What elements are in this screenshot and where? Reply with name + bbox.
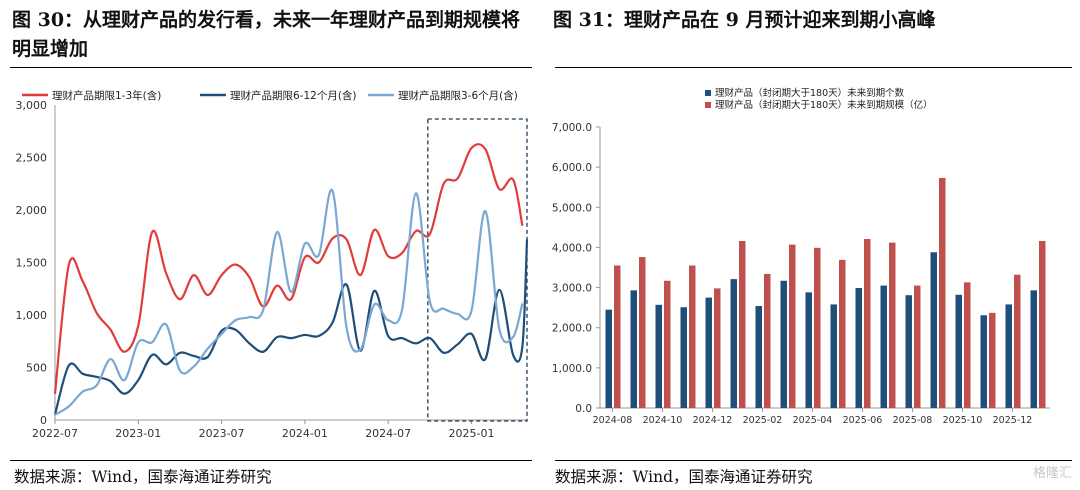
legend-label-3: 理财产品期限3-6个月(含) bbox=[398, 89, 518, 102]
bar-count bbox=[680, 307, 687, 408]
bar-scale bbox=[939, 177, 946, 408]
bar-scale bbox=[689, 265, 696, 408]
bar-scale bbox=[714, 288, 721, 408]
x-tick-label: 2024-01 bbox=[282, 427, 328, 440]
y-tick-label: 2,000 bbox=[16, 204, 48, 217]
y-tick-label: 5,000.0 bbox=[552, 202, 592, 214]
bar-count bbox=[780, 280, 787, 408]
bar-count bbox=[1005, 304, 1012, 408]
x-tick-label: 2025-12 bbox=[993, 415, 1033, 426]
left-figure: 图 30：从理财产品的发行看，未来一年理财产品到期规模将明显增加 0 500 1,0… bbox=[10, 9, 532, 486]
y-tick-label: 3,000.0 bbox=[552, 283, 592, 295]
bar-scale bbox=[614, 265, 621, 408]
y-tick-label: 1,000.0 bbox=[552, 363, 592, 375]
bar-chart: 0.0 1,000.0 2,000.0 3,000.0 4,000.0 5,000.0 6,… bbox=[552, 87, 1050, 426]
bar-count bbox=[730, 279, 737, 408]
x-tick-label: 2024-12 bbox=[693, 415, 733, 426]
bar-count bbox=[605, 309, 612, 408]
bar-scale bbox=[864, 238, 871, 408]
x-tick-label: 2023-01 bbox=[115, 427, 161, 440]
bar-scale bbox=[739, 241, 746, 408]
legend-label-1: 理财产品期限1-3年(含) bbox=[52, 89, 161, 102]
y-tick-label: 4,000.0 bbox=[552, 242, 592, 254]
legend-swatch-1 bbox=[705, 90, 711, 96]
bar-scale bbox=[639, 257, 646, 408]
bar-count bbox=[905, 295, 912, 408]
right-figure-title: 图 31：理财产品在 9 月预计迎来到期小高峰 bbox=[553, 9, 936, 31]
bar-scale bbox=[839, 259, 846, 408]
bar-count bbox=[1030, 290, 1037, 408]
series-line-2 bbox=[53, 239, 529, 416]
right-source: 数据来源：Wind，国泰海通证券研究 bbox=[555, 468, 813, 486]
watermark-logo: 格隆汇 bbox=[1032, 466, 1072, 481]
bar-scale bbox=[764, 273, 771, 408]
right-figure: 图 31：理财产品在 9 月预计迎来到期小高峰 0.0 1,000.0 2,000.… bbox=[545, 0, 1080, 490]
series-line-3 bbox=[54, 188, 524, 416]
x-tick-label: 2025-01 bbox=[448, 427, 494, 440]
y-tick-label: 2,500 bbox=[16, 152, 48, 165]
y-tick-label: 1,000 bbox=[16, 309, 48, 322]
left-bottom-rule bbox=[10, 460, 532, 461]
bar-count bbox=[755, 306, 762, 408]
bar-scale bbox=[789, 244, 796, 408]
x-tick-label: 2025-10 bbox=[943, 415, 983, 426]
bar-count bbox=[930, 252, 937, 408]
bar-count bbox=[630, 290, 637, 408]
legend-label-2: 理财产品（封闭期大于180天）未来到期规模（亿） bbox=[715, 99, 933, 111]
bar-count bbox=[805, 292, 812, 408]
bar-count bbox=[880, 285, 887, 408]
left-title-rule bbox=[10, 67, 532, 68]
x-tick-label: 2022-07 bbox=[32, 427, 78, 440]
left-figure-title: 图 30：从理财产品的发行看，未来一年理财产品到期规模将明显增加 bbox=[12, 9, 521, 60]
bar-count bbox=[980, 315, 987, 408]
x-tick-label: 2025-04 bbox=[793, 415, 833, 426]
x-tick-label: 2024-08 bbox=[593, 415, 633, 426]
bar-count bbox=[655, 304, 662, 408]
bar-scale bbox=[1014, 274, 1021, 408]
bar-scale bbox=[889, 242, 896, 408]
x-tick-label: 2025-08 bbox=[893, 415, 933, 426]
bar-count bbox=[855, 287, 862, 408]
x-tick-label: 2025-02 bbox=[743, 415, 783, 426]
left-source: 数据来源：Wind，国泰海通证券研究 bbox=[14, 468, 272, 486]
line-chart: 0 500 1,000 1,500 2,000 2,500 3,000 2022-07 2023… bbox=[16, 89, 529, 440]
series-line-1 bbox=[53, 143, 524, 394]
highlight-box bbox=[427, 118, 528, 422]
bar-scale bbox=[964, 282, 971, 408]
y-tick-label: 500 bbox=[26, 362, 47, 375]
bar-scale bbox=[814, 247, 821, 408]
x-tick-label: 2023-07 bbox=[199, 427, 245, 440]
bar-count bbox=[705, 297, 712, 408]
bar-count bbox=[830, 304, 837, 408]
y-tick-label: 2,000.0 bbox=[552, 323, 592, 335]
y-tick-label: 0.0 bbox=[575, 403, 592, 415]
x-tick-label: 2025-06 bbox=[843, 415, 883, 426]
right-bottom-rule bbox=[555, 460, 1072, 461]
y-tick-label: 0 bbox=[40, 414, 47, 427]
bar-scale bbox=[989, 312, 996, 408]
x-tick-label: 2024-07 bbox=[365, 427, 411, 440]
bar-scale bbox=[914, 285, 921, 408]
right-title-rule bbox=[555, 67, 1072, 68]
y-tick-label: 6,000.0 bbox=[552, 162, 592, 174]
bar-count bbox=[955, 294, 962, 408]
x-tick-label: 2024-10 bbox=[643, 415, 683, 426]
legend-swatch-2 bbox=[705, 102, 711, 108]
bar-scale bbox=[1039, 241, 1046, 408]
y-tick-label: 7,000.0 bbox=[552, 122, 592, 134]
legend-label-2: 理财产品期限6-12个月(含) bbox=[230, 89, 357, 102]
legend-label-1: 理财产品（封闭期大于180天）未来到期个数 bbox=[715, 87, 905, 99]
y-tick-label: 3,000 bbox=[16, 99, 48, 112]
y-tick-label: 1,500 bbox=[16, 257, 48, 270]
bar-scale bbox=[664, 280, 671, 408]
